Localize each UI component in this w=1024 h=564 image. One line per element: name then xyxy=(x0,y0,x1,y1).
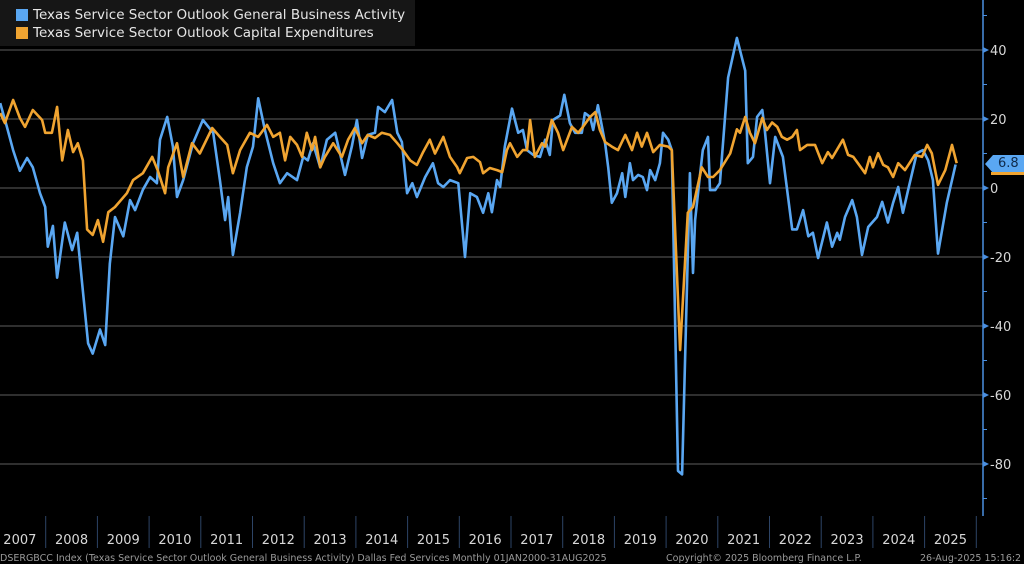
x-axis: 2007 2008 2009 2010 2011 2012 2013 2014 2015 2016… xyxy=(3,516,977,548)
x-tick-label: 2024 xyxy=(882,533,915,548)
y-tick-marker xyxy=(983,461,989,467)
y-axis: 40 20 0 -20 -40 -60 -80 xyxy=(982,0,1011,516)
x-tick-label: 2018 xyxy=(572,533,605,548)
x-tick-label: 2010 xyxy=(158,533,191,548)
last-value-tag: 6.8 xyxy=(985,155,1024,175)
y-tick-marker xyxy=(983,392,989,398)
x-tick-label: 2013 xyxy=(314,533,347,548)
y-tick-label: -20 xyxy=(990,251,1011,266)
x-tick-label: 2014 xyxy=(365,533,398,548)
y-tick-label: -80 xyxy=(990,458,1011,473)
y-tick-marker xyxy=(983,254,989,260)
legend-swatch-orange xyxy=(16,27,28,39)
y-tick-marker xyxy=(983,323,989,329)
x-tick-label: 2016 xyxy=(469,533,502,548)
legend-item-general-business-activity: Texas Service Sector Outlook General Bus… xyxy=(16,7,405,23)
legend-label: Texas Service Sector Outlook General Bus… xyxy=(33,7,406,23)
legend-label: Texas Service Sector Outlook Capital Exp… xyxy=(33,25,374,41)
x-tick-label: 2011 xyxy=(210,533,243,548)
x-tick-label: 2008 xyxy=(55,533,88,548)
x-tick-label: 2007 xyxy=(3,533,36,548)
footer-source: DSERGBCC Index (Texas Service Sector Out… xyxy=(0,553,607,564)
y-tick-label: 20 xyxy=(990,113,1007,128)
y-tick-label: -40 xyxy=(990,320,1011,335)
x-tick-label: 2025 xyxy=(934,533,967,548)
series-line-capital-expenditures xyxy=(0,98,958,352)
y-tick-marker xyxy=(983,116,989,122)
series-line-general-business-activity xyxy=(0,36,957,476)
x-tick-label: 2020 xyxy=(675,533,708,548)
x-tick-label: 2023 xyxy=(831,533,864,548)
x-tick-label: 2009 xyxy=(107,533,140,548)
x-tick-label: 2012 xyxy=(262,533,295,548)
y-tick-label: 0 xyxy=(990,182,998,197)
y-tick-marker xyxy=(983,47,989,53)
last-value-text: 6.8 xyxy=(998,156,1019,171)
x-tick-label: 2021 xyxy=(727,533,760,548)
footer-copyright: Copyright© 2025 Bloomberg Finance L.P. xyxy=(666,553,862,564)
x-tick-label: 2022 xyxy=(779,533,812,548)
x-tick-label: 2015 xyxy=(417,533,450,548)
tag-shape xyxy=(985,155,1024,175)
y-tick-marker xyxy=(983,185,989,191)
y-tick-label: -60 xyxy=(990,389,1011,404)
x-tick-label: 2017 xyxy=(520,533,553,548)
legend: Texas Service Sector Outlook General Bus… xyxy=(0,0,415,46)
legend-item-capital-expenditures: Texas Service Sector Outlook Capital Exp… xyxy=(16,25,374,41)
x-tick-label: 2019 xyxy=(624,533,657,548)
y-tick-label: 40 xyxy=(990,44,1007,59)
footer-timestamp: 26-Aug-2025 15:16:2 xyxy=(920,553,1022,564)
gridlines xyxy=(0,49,983,465)
legend-swatch-blue xyxy=(16,9,28,21)
series-lines xyxy=(0,36,958,476)
